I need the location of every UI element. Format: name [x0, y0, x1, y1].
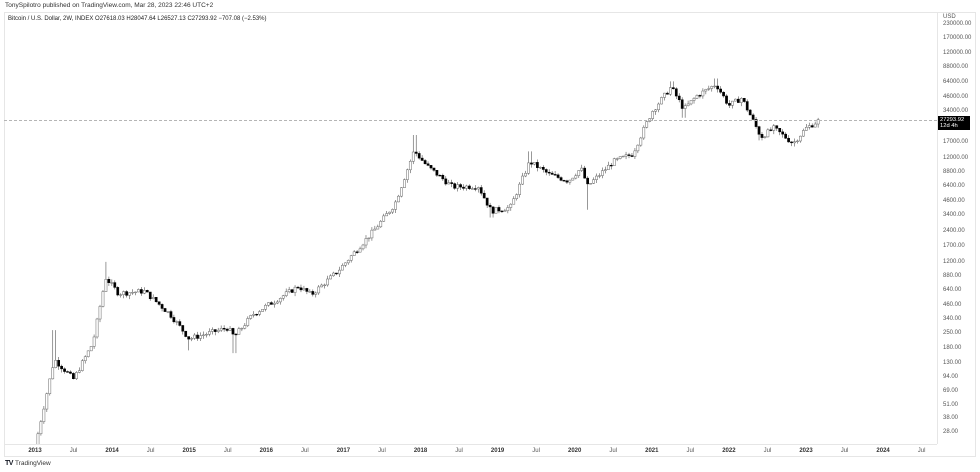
time-axis-label: Jul: [146, 448, 155, 454]
currency-label: USD: [943, 14, 956, 20]
current-price-tag: 27293.92 12d 4h: [938, 116, 970, 131]
price-axis-label: 34000.00: [943, 107, 969, 114]
price-axis-label: 69.00: [943, 388, 959, 395]
price-axis-label: 51.00: [943, 401, 959, 408]
time-axis-label: Jul: [69, 448, 78, 454]
price-axis-label: 88000.00: [943, 64, 969, 71]
price-axis-label: 230000.00: [943, 21, 972, 27]
price-axis-label: 640.00: [943, 287, 962, 294]
symbol-legend: Bitcoin / U.S. Dollar, 2W, INDEX O27618.…: [8, 16, 267, 22]
publisher-credit: TonySpilotro published on TradingView.co…: [5, 2, 214, 9]
time-axis-label: Jul: [223, 448, 232, 454]
price-axis-label: 460.00: [943, 302, 962, 309]
time-axis-label: Jul: [917, 448, 926, 454]
time-axis-label: Jul: [378, 448, 386, 454]
brand-name: TradingView: [14, 460, 51, 467]
price-axis-label: 2400.00: [943, 227, 965, 234]
time-axis-label: 2016: [259, 448, 273, 454]
price-axis-label: 17000.00: [943, 138, 969, 145]
time-axis-label: Jul: [686, 448, 695, 454]
price-axis-label: 64000.00: [943, 78, 969, 85]
price-axis-label: 180.00: [943, 344, 962, 351]
time-axis-label: 2019: [490, 448, 505, 454]
time-axis-label: 2015: [182, 448, 196, 454]
price-axis-label: 12000.00: [943, 154, 969, 161]
chart-frame: [4, 12, 976, 457]
price-axis-label: 6400.00: [943, 183, 965, 190]
time-axis-label: Jul: [455, 448, 463, 454]
price-axis-label: 94.00: [943, 374, 959, 381]
price-axis-label: 8800.00: [943, 168, 965, 175]
time-axis-label: 2014: [105, 448, 119, 454]
candlestick-plot[interactable]: [4, 12, 937, 444]
time-axis-label: 2021: [645, 448, 659, 454]
price-axis-label: 120000.00: [943, 50, 972, 57]
price-axis-label: 3400.00: [943, 211, 965, 218]
price-axis-label: 130.00: [943, 359, 962, 366]
price-axis-label: 340.00: [943, 315, 962, 322]
price-axis-label: 1700.00: [943, 243, 965, 250]
price-axis-label: 880.00: [943, 272, 962, 279]
time-axis[interactable]: [4, 444, 937, 458]
tradingview-logo-icon: TV: [5, 460, 13, 467]
time-axis-label: Jul: [840, 448, 849, 454]
price-axis-label: 4600.00: [943, 198, 965, 205]
footer: TV TradingView: [5, 460, 51, 467]
time-axis-label: 2020: [568, 448, 582, 454]
price-axis-label: 38.00: [943, 415, 959, 422]
time-axis-label: 2024: [876, 448, 890, 454]
price-axis-label: 1200.00: [943, 258, 965, 265]
price-axis-label: 28.00: [943, 429, 959, 435]
time-axis-label: 2022: [722, 448, 736, 454]
price-axis-label: 170000.00: [943, 34, 972, 41]
current-price-value: 27293.92: [940, 116, 965, 123]
time-axis-label: Jul: [532, 448, 540, 454]
current-price-line: [4, 120, 937, 122]
time-axis-label: 2018: [413, 448, 428, 454]
time-axis-label: 2023: [799, 448, 813, 454]
time-axis-label: Jul: [609, 448, 618, 454]
time-axis-label: 2017: [336, 448, 351, 454]
price-axis-label: 250.00: [943, 329, 962, 336]
time-axis-label: Jul: [763, 448, 772, 454]
bar-countdown: 12d 4h: [940, 123, 958, 130]
price-axis[interactable]: [937, 12, 977, 444]
time-axis-label: 2013: [28, 448, 42, 454]
price-axis-label: 46000.00: [943, 93, 969, 100]
time-axis-label: Jul: [301, 448, 309, 454]
